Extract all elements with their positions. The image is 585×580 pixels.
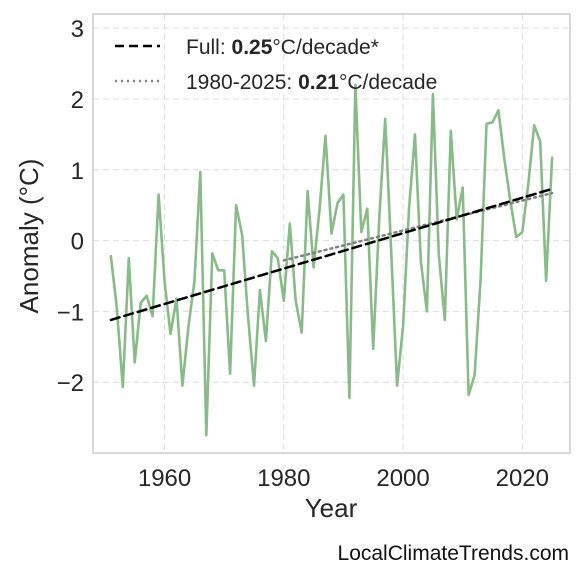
y-tick-label: 0 (71, 229, 84, 256)
watermark: LocalClimateTrends.com (337, 542, 569, 565)
x-tick-label: 1960 (138, 465, 191, 492)
x-tick-label: 2000 (376, 465, 429, 492)
legend-full-unit: °C/decade* (272, 36, 378, 59)
legend-label-full: Full: 0.25°C/decade* (186, 36, 379, 59)
x-axis-title: Year (305, 493, 358, 523)
legend-label-1980-2025: 1980-2025: 0.21°C/decade (186, 71, 437, 94)
legend-full-rate: 0.25 (232, 36, 273, 59)
series-lines (109, 83, 554, 437)
y-tick-label: 3 (71, 16, 84, 43)
plot-frame (92, 13, 571, 454)
x-tick-label: 2020 (496, 465, 549, 492)
trend-line-1980-2025 (282, 191, 554, 262)
x-tick-labels: 1960 1980 2000 2020 (138, 465, 549, 492)
grid (93, 14, 570, 453)
y-tick-label: 2 (71, 87, 84, 114)
legend: Full: 0.25°C/decade* 1980-2025: 0.21°C/d… (115, 36, 437, 94)
x-tick-label: 1980 (257, 465, 310, 492)
y-axis-title: Anomaly (°C) (14, 159, 44, 314)
legend-recent-rate: 0.21 (298, 71, 339, 94)
y-tick-label: −2 (57, 370, 84, 397)
y-tick-labels: 3 2 1 0 −1 −2 (57, 16, 84, 397)
legend-recent-unit: °C/decade (339, 71, 437, 94)
legend-recent-name: 1980-2025: (186, 71, 292, 94)
y-tick-label: −1 (57, 299, 84, 326)
y-tick-label: 1 (71, 158, 84, 185)
anomaly-line (109, 83, 554, 437)
legend-full-name: Full: (186, 36, 226, 59)
trend-line-full (109, 187, 554, 322)
